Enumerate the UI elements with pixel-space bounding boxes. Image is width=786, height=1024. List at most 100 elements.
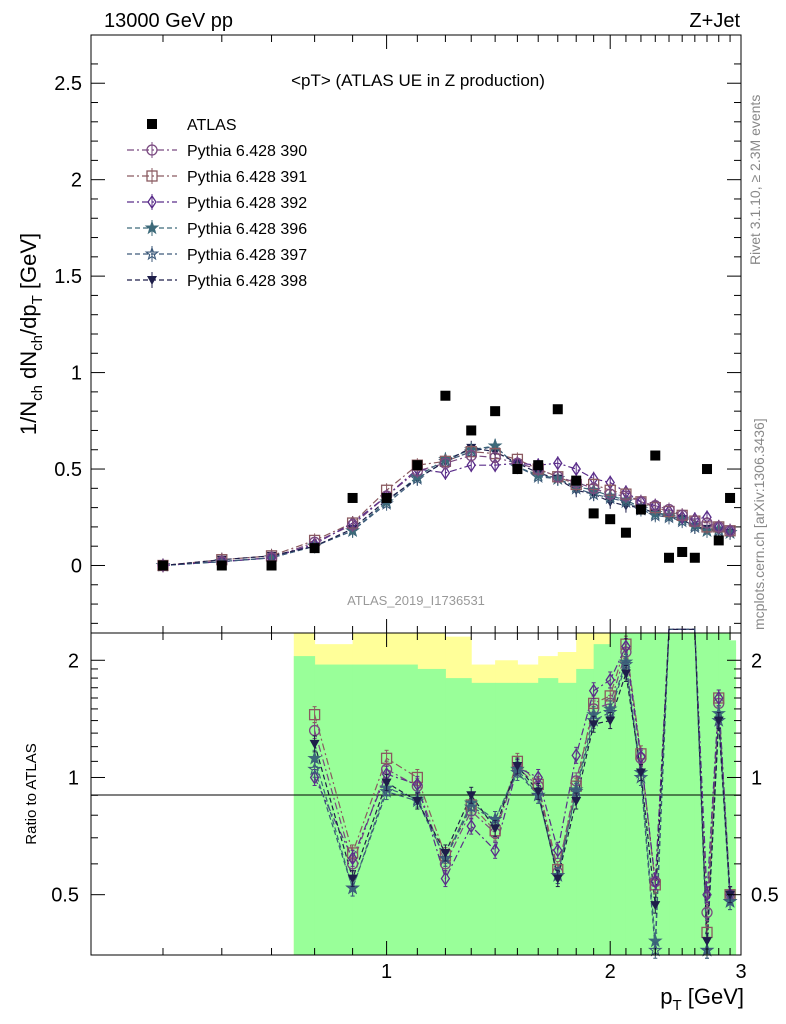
green-band-bin <box>576 668 595 955</box>
ratio-point <box>380 752 393 764</box>
header-process-label: Z+Jet <box>689 10 740 32</box>
data-point <box>713 521 725 533</box>
ratio-y-tick-label-left: 2 <box>68 650 79 672</box>
data-point <box>689 552 700 563</box>
ratio-point <box>702 937 713 947</box>
ratio-point <box>440 848 451 858</box>
x-tick-label: 1 <box>381 961 392 983</box>
data-point <box>676 509 688 521</box>
legend-entry-label: Pythia 6.428 391 <box>187 169 307 186</box>
green-band-bin <box>314 664 354 955</box>
data-point <box>440 465 451 481</box>
ratio-point <box>412 777 423 792</box>
main-y-tick-label: 1.5 <box>54 266 82 288</box>
legend-entry-label: Pythia 6.428 396 <box>187 221 307 238</box>
rivet-version-label: Rivet 3.1.10, ≥ 2.3M events <box>747 95 763 265</box>
data-point <box>689 515 701 527</box>
ratio-series-line <box>314 628 731 895</box>
green-band-bin <box>386 664 418 955</box>
data-point <box>381 492 392 503</box>
legend-marker <box>144 220 160 235</box>
ratio-point <box>588 720 599 730</box>
ratio-point <box>510 764 525 779</box>
data-point <box>605 514 616 525</box>
ratio-y-tick-label-right: 2 <box>751 650 762 672</box>
data-point <box>552 404 563 415</box>
ratio-point <box>347 874 358 884</box>
data-point <box>713 535 724 546</box>
data-point <box>266 560 277 571</box>
ratio-point <box>621 639 631 654</box>
green-band-bin <box>293 656 316 955</box>
ratio-series-line <box>314 628 731 913</box>
ratio-point <box>713 716 724 726</box>
data-point <box>347 492 358 503</box>
legend-marker <box>146 170 158 182</box>
data-point <box>157 560 168 571</box>
data-point <box>664 552 675 563</box>
data-point <box>571 461 581 477</box>
data-point <box>466 425 477 436</box>
green-band-bin <box>495 682 518 955</box>
data-point <box>650 450 661 461</box>
ratio-point <box>466 818 477 834</box>
main-y-tick-label: 2 <box>71 170 82 192</box>
ratio-y-tick-label-right: 1 <box>751 767 762 789</box>
ratio-point <box>552 843 563 858</box>
ratio-point <box>605 716 616 726</box>
data-point <box>216 560 227 571</box>
ratio-axis-ticks: 0.5 0.5 1 1 2 2 1 2 3 <box>51 633 779 983</box>
data-point <box>552 456 563 471</box>
data-point <box>552 471 564 483</box>
ratio-point <box>636 749 646 764</box>
data-point <box>701 517 713 529</box>
green-band-bin <box>538 678 559 955</box>
ratio-point <box>440 871 451 886</box>
ratio-plot: 0.5 0.5 1 1 2 2 1 2 3 <box>51 628 779 983</box>
ratio-point <box>713 690 724 706</box>
legend-marker <box>147 119 157 129</box>
legend-entry-label: Pythia 6.428 390 <box>187 143 307 160</box>
data-point <box>620 490 632 502</box>
ratio-point <box>571 748 581 763</box>
green-band-bin <box>625 633 642 955</box>
mcplots-credit-label: mcplots.cern.ch [arXiv:1306.3436] <box>751 418 767 630</box>
legend: ATLAS Pythia 6.428 390 Pythia 6.428 391 Pyt… <box>127 117 307 290</box>
x-tick-label: 3 <box>735 961 746 983</box>
header-energy-label: 13000 GeV pp <box>104 10 233 32</box>
data-point <box>512 464 523 475</box>
data-point <box>465 449 477 462</box>
data-point <box>677 546 688 557</box>
ratio-series <box>307 628 738 959</box>
data-point <box>724 525 736 537</box>
data-point <box>490 406 501 417</box>
data-point <box>677 510 687 525</box>
ratio-point <box>308 708 321 721</box>
ratio-point <box>490 824 501 834</box>
ratio-point <box>701 906 713 919</box>
ratio-point <box>635 768 646 778</box>
data-point <box>649 500 661 512</box>
legend-entry-label: Pythia 6.428 392 <box>187 195 307 212</box>
ratio-y-tick-label-right: 0.5 <box>751 885 779 907</box>
ratio-y-tick-label-left: 0.5 <box>51 885 79 907</box>
x-tick-label: 2 <box>605 961 616 983</box>
data-point <box>571 475 582 486</box>
ratio-point <box>552 874 563 884</box>
main-series <box>155 390 738 573</box>
ratio-y-axis-label: Ratio to ATLAS <box>23 743 40 844</box>
main-y-tick-label: 1 <box>71 363 82 385</box>
data-point <box>489 451 501 464</box>
legend-entry-label: Pythia 6.428 398 <box>187 273 307 290</box>
data-point <box>346 519 359 531</box>
data-point <box>725 492 736 503</box>
green-band-bin <box>417 668 446 955</box>
data-point <box>620 527 631 538</box>
main-y-tick-label: 2.5 <box>54 73 82 95</box>
ratio-point <box>463 799 479 814</box>
green-band-bin <box>445 678 472 955</box>
ratio-point <box>605 672 615 688</box>
ratio-point <box>345 880 360 895</box>
data-point <box>588 482 600 494</box>
